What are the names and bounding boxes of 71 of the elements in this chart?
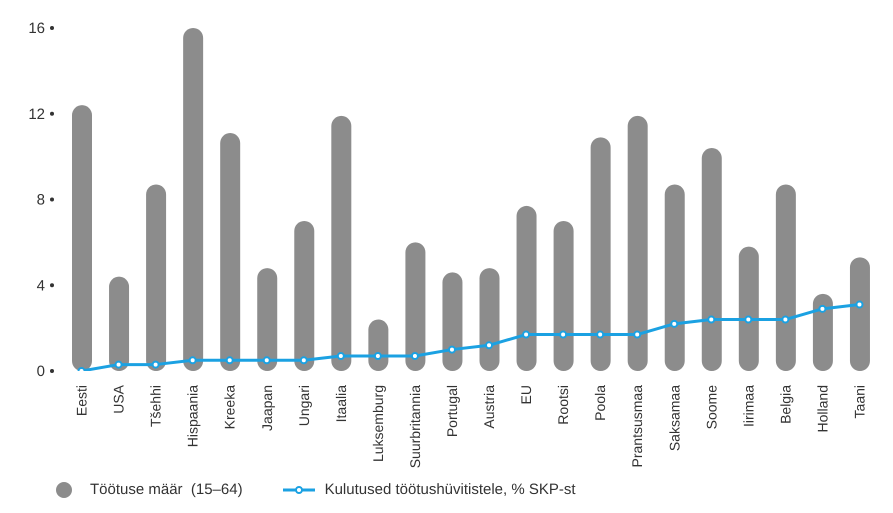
bar — [442, 272, 462, 371]
x-tick-label: Suurbritannia — [406, 384, 423, 468]
bar — [850, 257, 870, 371]
x-tick-label: Austria — [481, 384, 498, 429]
point — [152, 360, 160, 369]
x-tick-label: Kreeka — [222, 384, 238, 430]
x-tick-label: USA — [110, 384, 127, 414]
point — [670, 320, 678, 328]
point — [744, 316, 752, 324]
point — [336, 352, 345, 360]
bar — [702, 148, 722, 371]
bar — [183, 28, 204, 371]
point — [300, 356, 308, 364]
point — [818, 304, 826, 313]
y-tick-label: 8 — [36, 192, 45, 208]
x-tick-label: Poola — [592, 384, 608, 421]
bar — [516, 206, 537, 371]
point — [485, 341, 494, 350]
point — [410, 352, 419, 360]
bar — [554, 220, 574, 371]
bar — [146, 184, 166, 371]
point — [855, 300, 864, 309]
x-tick-label: EU — [518, 385, 534, 404]
x-tick-label: Saksamaa — [666, 384, 682, 452]
point — [226, 356, 234, 364]
bar — [72, 105, 92, 371]
legend-label: Kulutused töötushüvitistele, % SKP-st — [324, 481, 576, 498]
x-tick-label: Luksemburg — [370, 385, 386, 462]
bar — [405, 242, 426, 371]
x-tick-label: Jaapan — [258, 385, 275, 431]
bar — [331, 116, 352, 371]
x-tick-label: Holland — [814, 385, 830, 432]
x-tick-label: Ungari — [296, 385, 312, 426]
x-tick-label: Taani — [851, 385, 868, 418]
bar — [590, 137, 611, 371]
point — [633, 330, 642, 339]
y-tick-label: 16 — [28, 20, 45, 37]
x-tick-label: Iirimaa — [740, 384, 756, 428]
x-tick-label: Eesti — [74, 385, 90, 416]
y-tick-label: 0 — [36, 363, 45, 380]
point — [374, 352, 382, 360]
bar — [776, 184, 796, 371]
legend-label: Töötuse määr (15–64) — [90, 481, 243, 498]
x-tick-label: Tšehhi — [148, 385, 164, 428]
point — [707, 316, 716, 324]
bar — [812, 294, 833, 371]
bar — [664, 184, 685, 371]
x-tick-label: Hispaania — [184, 384, 201, 448]
bar — [738, 246, 759, 371]
point — [781, 316, 790, 324]
point — [188, 356, 197, 364]
bar — [257, 268, 278, 371]
y-tick-label: 12 — [28, 106, 45, 123]
point — [596, 330, 604, 339]
point — [114, 360, 123, 369]
bar — [220, 133, 240, 371]
y-tick-label: 4 — [36, 277, 45, 294]
x-tick-label: Rootsi — [555, 385, 572, 425]
point — [559, 330, 568, 339]
x-tick-label: Soome — [703, 384, 720, 430]
x-tick-label: Prantsusmaa — [629, 384, 646, 468]
x-tick-label: Itaalia — [332, 384, 349, 422]
bar — [109, 276, 130, 371]
bar — [480, 268, 500, 371]
point — [448, 346, 456, 354]
bar — [294, 220, 314, 371]
point — [522, 330, 530, 339]
x-tick-label: Portugal — [444, 385, 460, 438]
point — [262, 356, 271, 364]
bar — [628, 116, 648, 371]
x-tick-label: Belgia — [777, 384, 794, 424]
